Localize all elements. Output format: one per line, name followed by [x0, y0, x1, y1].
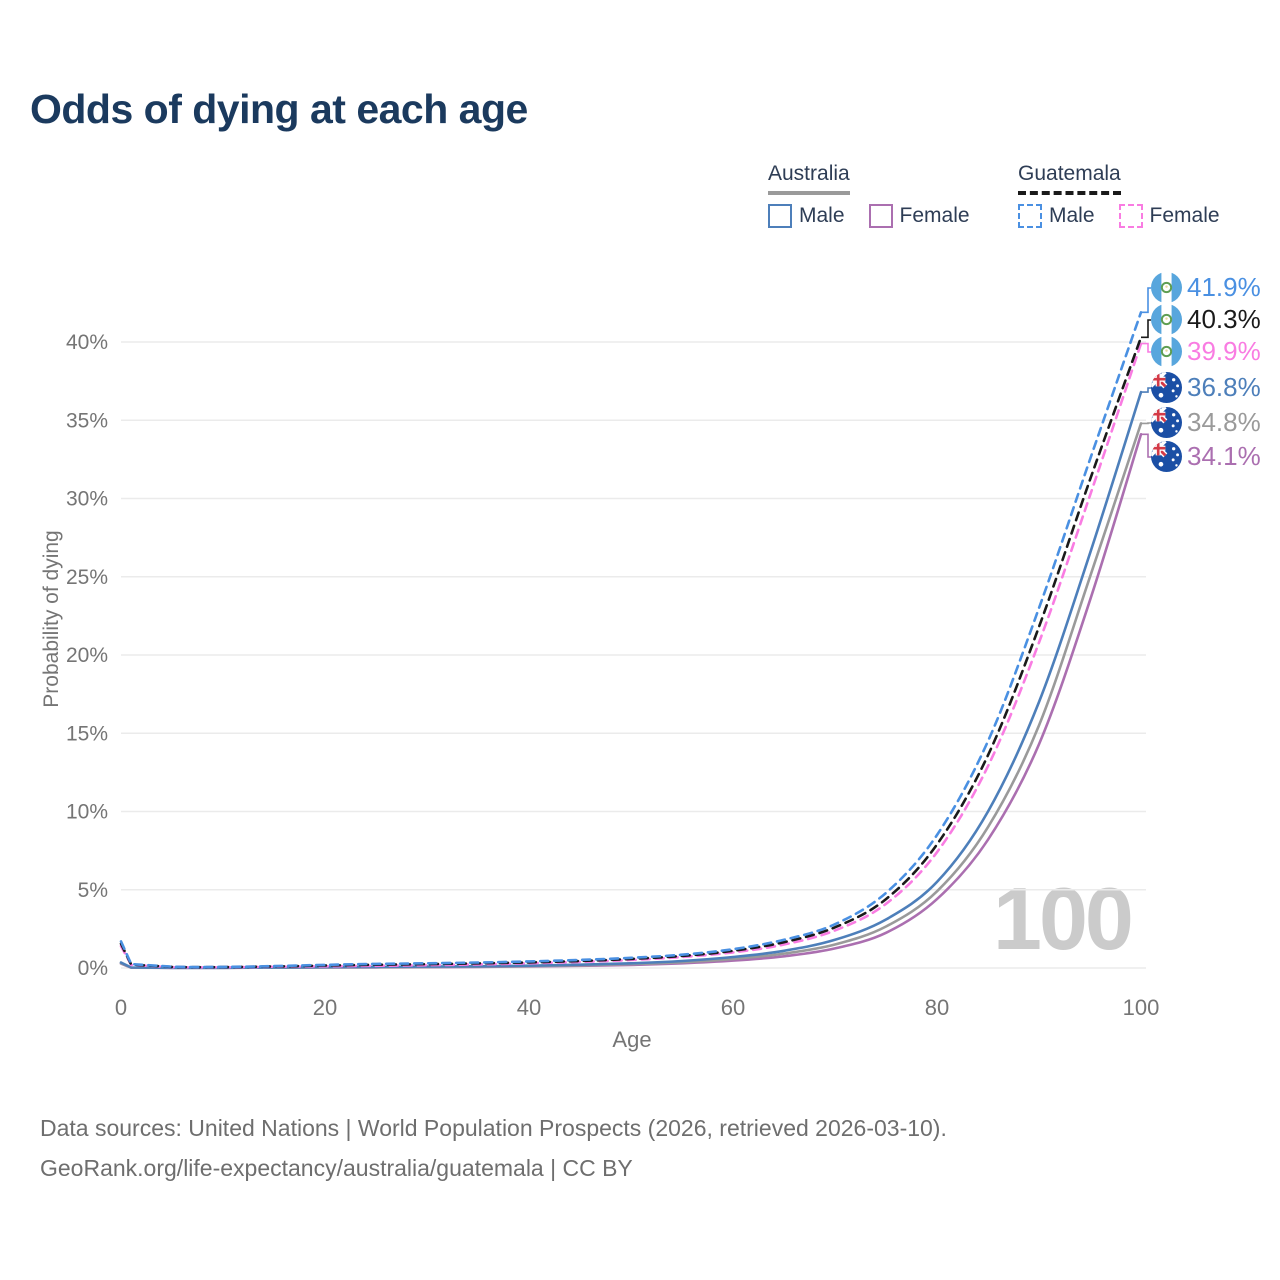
- line-guatemala-both[interactable]: [119, 336, 1143, 969]
- guatemala-flag-icon: [1151, 272, 1182, 303]
- x-tick-label: 80: [925, 995, 949, 1020]
- y-tick-label: 35%: [66, 409, 108, 432]
- y-tick-label: 30%: [66, 488, 108, 511]
- x-axis-title: Age: [612, 1027, 652, 1052]
- line-guatemala-female[interactable]: [119, 342, 1143, 969]
- x-tick-label: 100: [1123, 995, 1160, 1020]
- y-tick-label: 15%: [66, 722, 108, 745]
- line-guatemala-male[interactable]: [119, 311, 1143, 969]
- end-label-value: 39.9%: [1187, 336, 1261, 366]
- legend-australia-items: Male Female: [768, 204, 970, 228]
- end-label-australia-male: 36.8%: [1151, 372, 1261, 403]
- guatemala-female-swatch-icon: [1118, 204, 1143, 228]
- x-tick-label: 0: [115, 995, 127, 1020]
- y-tick-label: 0%: [78, 957, 108, 980]
- end-label-guatemala-male: 41.9%: [1151, 272, 1261, 303]
- end-label-value: 40.3%: [1187, 304, 1261, 334]
- legend-australia-female-label: Female: [899, 204, 970, 227]
- guatemala-flag-icon: [1151, 336, 1182, 367]
- australia-flag-icon: [1151, 372, 1182, 403]
- y-tick-label: 40%: [66, 331, 108, 354]
- legend-guatemala-items: Male Female: [1018, 204, 1220, 228]
- footer-attribution: GeoRank.org/life-expectancy/australia/gu…: [40, 1155, 633, 1182]
- legend-guatemala-male-label: Male: [1049, 204, 1095, 227]
- australia-female-swatch-icon: [868, 204, 893, 228]
- legend-guatemala-header[interactable]: Guatemala: [1018, 162, 1121, 195]
- end-label-value: 34.8%: [1187, 407, 1261, 437]
- end-label-guatemala-both: 40.3%: [1151, 304, 1261, 335]
- y-tick-label: 20%: [66, 644, 108, 667]
- legend-group-australia: Australia Male Female: [768, 162, 970, 228]
- y-tick-label: 5%: [78, 879, 108, 902]
- end-label-value: 34.1%: [1187, 441, 1261, 471]
- guatemala-flag-icon: [1151, 304, 1182, 335]
- chart-title: Odds of dying at each age: [30, 86, 528, 132]
- legend-group-guatemala: Guatemala Male Female: [1018, 162, 1220, 228]
- legend-item-australia-male[interactable]: Male: [768, 204, 845, 228]
- australia-flag-icon: [1151, 407, 1182, 438]
- y-tick-label: 25%: [66, 566, 108, 589]
- legend-australia-male-label: Male: [799, 204, 845, 227]
- x-tick-label: 60: [721, 995, 745, 1020]
- guatemala-male-swatch-icon: [1018, 204, 1042, 228]
- line-australia-male[interactable]: [119, 390, 1143, 970]
- legend-guatemala-female-label: Female: [1149, 204, 1220, 227]
- age-counter-watermark: 100: [993, 869, 1134, 968]
- y-axis-title: Probability of dying: [40, 530, 63, 708]
- legend-item-guatemala-male[interactable]: Male: [1018, 204, 1095, 228]
- end-label-australia-female: 34.1%: [1151, 441, 1261, 472]
- australia-flag-icon: [1151, 441, 1182, 472]
- legend-item-australia-female[interactable]: Female: [868, 204, 970, 228]
- line-australia-both[interactable]: [119, 422, 1143, 970]
- australia-male-swatch-icon: [768, 204, 792, 228]
- legend-item-guatemala-female[interactable]: Female: [1118, 204, 1220, 228]
- end-label-guatemala-female: 39.9%: [1151, 336, 1261, 367]
- end-label-value: 36.8%: [1187, 372, 1261, 402]
- end-label-australia-both: 34.8%: [1151, 407, 1261, 438]
- footer: Data sources: United Nations | World Pop…: [40, 1108, 947, 1189]
- y-tick-label: 10%: [66, 801, 108, 824]
- legend-australia-header[interactable]: Australia: [768, 162, 850, 195]
- line-australia-female[interactable]: [119, 433, 1143, 970]
- end-label-value: 41.9%: [1187, 272, 1261, 302]
- x-tick-label: 20: [313, 995, 337, 1020]
- x-tick-label: 40: [517, 995, 541, 1020]
- footer-data-sources: Data sources: United Nations | World Pop…: [40, 1115, 947, 1141]
